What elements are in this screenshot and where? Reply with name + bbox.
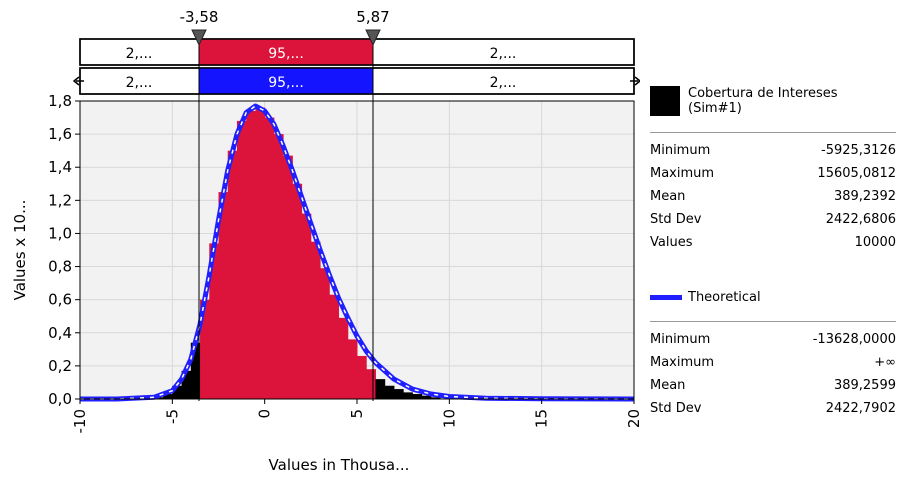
histogram-bar (375, 379, 386, 399)
y-tick-label: 0,2 (48, 357, 72, 375)
histogram-bar (430, 397, 441, 399)
y-axis-label: Values x 10... (11, 200, 29, 301)
histogram-bar (227, 150, 238, 399)
histogram-bar (347, 339, 358, 399)
theo-stat-value: 389,2599 (833, 378, 896, 393)
x-tick-label: 10 (440, 409, 458, 428)
legend-theoretical-swatch (650, 295, 682, 300)
histogram-bar (218, 192, 229, 399)
y-tick-label: 1,0 (48, 224, 72, 242)
histogram-chart: -3,58 5,87 2,... 95,... 2,... 2,... 95,.… (11, 8, 640, 474)
histogram-bar (283, 155, 293, 399)
band-top-right-pct: 2,... (490, 46, 517, 62)
sim-stat-label: Maximum (650, 166, 715, 181)
legend-theoretical: Theoretical (650, 290, 761, 305)
sim-stat-label: Minimum (650, 143, 711, 158)
y-tick-label: 0,6 (48, 291, 72, 309)
histogram-bar (384, 385, 395, 399)
theo-stats-table: Minimum -13628,0000 Maximum +∞ Mean 389,259… (650, 321, 896, 420)
legend-theoretical-name: Theoretical (688, 290, 761, 305)
band-left-arrow-icon (72, 76, 84, 86)
sim-stat-label: Std Dev (650, 212, 702, 227)
x-tick-label: -5 (163, 409, 181, 424)
theo-stat-value: +∞ (874, 355, 896, 370)
histogram-bar (209, 243, 219, 399)
left-delimiter-value: -3,58 (180, 8, 219, 26)
y-tick-label: 1,2 (48, 191, 72, 209)
probability-band-bottom: 2,... 95,... 2,... (72, 67, 640, 95)
x-axis-label: Values in Thousa... (269, 456, 410, 474)
histogram-bar (246, 110, 256, 399)
histogram-bar (320, 268, 330, 399)
theo-stat-label: Std Dev (650, 401, 702, 416)
histogram-bar (264, 117, 275, 400)
y-tick-label: 0,4 (48, 324, 72, 342)
histogram-bar (255, 107, 266, 399)
y-tick-label: 0,8 (48, 258, 72, 276)
band-bottom-right-pct: 2,... (490, 75, 517, 91)
sim-stat-value: 15605,0812 (817, 166, 896, 181)
probability-band-top: 2,... 95,... 2,... (79, 38, 635, 66)
x-tick-label: 20 (625, 409, 640, 428)
y-tick-label: 1,6 (48, 125, 72, 143)
histogram-bar (310, 241, 321, 399)
theo-stat-label: Minimum (650, 332, 711, 347)
x-tick-label: -10 (71, 409, 89, 434)
sim-stats-table: Minimum -5925,3126 Maximum 15605,0812 Mean… (650, 132, 896, 254)
histogram-bar (403, 392, 413, 399)
sim-stat-label: Values (650, 235, 693, 250)
histogram-bar (421, 395, 432, 399)
x-tick-label: 0 (256, 409, 274, 419)
histogram-bar (366, 369, 376, 399)
x-tick-label: 15 (533, 409, 551, 428)
histogram-bar (357, 355, 367, 399)
theo-stat-value: -13628,0000 (812, 332, 896, 347)
histogram-bar (190, 342, 201, 399)
legend-sim-name2: (Sim#1) (688, 101, 742, 116)
theo-stat-value: 2422,7902 (825, 401, 896, 416)
histogram-bar (236, 120, 247, 399)
right-delimiter-handle-icon[interactable] (365, 29, 381, 47)
band-bottom-left-pct: 2,... (126, 75, 153, 91)
sim-stat-value: 2422,6806 (825, 212, 896, 227)
sim-stat-value: 10000 (854, 235, 896, 250)
histogram-bar (200, 299, 210, 399)
sim-stat-value: -5925,3126 (821, 143, 896, 158)
histogram-bar (172, 385, 183, 399)
histogram-bar (338, 317, 349, 399)
x-tick-label: 5 (348, 409, 366, 419)
band-bottom-mid-pct: 95,... (268, 75, 304, 91)
legend-sim-name: Cobertura de Intereses (688, 86, 838, 101)
theo-stat-label: Mean (650, 378, 686, 393)
histogram-bar (329, 294, 340, 399)
y-tick-label: 1,8 (48, 92, 72, 110)
band-top-left-pct: 2,... (126, 46, 153, 62)
sim-stat-label: Mean (650, 189, 686, 204)
histogram-bar (301, 213, 312, 399)
left-delimiter-handle-icon[interactable] (191, 29, 207, 47)
histogram-bar (273, 134, 284, 399)
theoretical-curve-dash (80, 105, 635, 400)
histogram-bar (412, 394, 423, 399)
histogram-bar (393, 389, 404, 399)
histogram-bar (181, 370, 192, 399)
histogram-bar (163, 394, 173, 399)
histogram-bar (292, 183, 303, 399)
y-tick-label: 0,0 (48, 390, 72, 408)
legend-sim-swatch (650, 86, 680, 116)
theo-stat-label: Maximum (650, 355, 715, 370)
band-right-arrow-icon (630, 76, 640, 86)
band-top-mid-pct: 95,... (268, 46, 304, 62)
legend-sim: Cobertura de Intereses (Sim#1) (650, 86, 838, 116)
right-delimiter-value: 5,87 (356, 8, 389, 26)
sim-stat-value: 389,2392 (833, 189, 896, 204)
y-tick-label: 1,4 (48, 158, 72, 176)
